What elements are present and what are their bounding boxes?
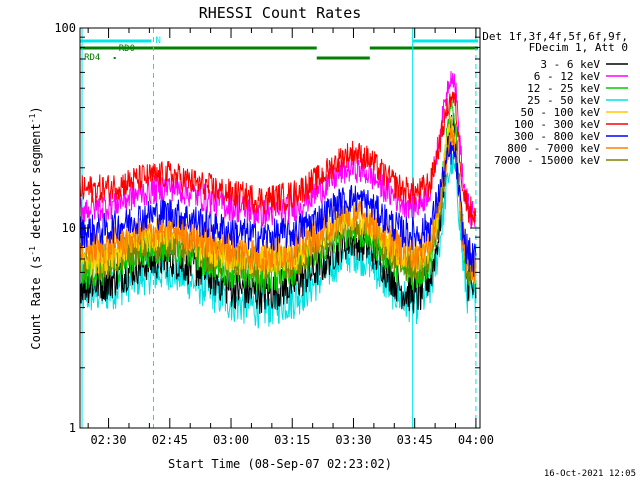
y-tick-label: 1 [69, 421, 76, 435]
y-tick-label: 100 [54, 21, 76, 35]
legend-label-3-6-kev: 3 - 6 keV [540, 58, 600, 71]
x-tick-label: 02:30 [91, 433, 127, 447]
legend-label-7000-15000-kev: 7000 - 15000 keV [494, 154, 600, 167]
x-axis: 02:30 02:45 03:00 03:15 03:30 03:45 04:00 [87, 28, 494, 447]
series-line-100-300-kev [79, 91, 477, 226]
series-line-300-800-kev [79, 142, 477, 277]
legend-label-100-300-kev: 100 - 300 keV [514, 118, 600, 131]
legend-header-line1: Det 1f,3f,4f,5f,6f,9f, [482, 30, 628, 43]
legend-header-line2: FDecim 1, Att 0 [529, 41, 628, 54]
x-tick-label: 03:45 [397, 433, 433, 447]
y-label-main: Count Rate (s [29, 256, 43, 350]
legend-label-12-25-kev: 12 - 25 keV [527, 82, 600, 95]
legend-label-25-50-kev: 25 - 50 keV [527, 94, 600, 107]
y-label-sup1: -1 [28, 246, 37, 256]
x-axis-label: Start Time (08-Sep-07 02:23:02) [168, 457, 392, 471]
y-tick-label: 10 [62, 221, 76, 235]
legend-label-6-12-kev: 6 - 12 keV [534, 70, 601, 83]
legend-label-50-100-kev: 50 - 100 keV [521, 106, 601, 119]
series-line-800-7000-kev [79, 128, 477, 283]
x-tick-label: 03:30 [335, 433, 371, 447]
y-label-sup2: -1 [28, 113, 37, 123]
flag-label-rd0: RD0 [119, 44, 135, 54]
legend: Det 1f,3f,4f,5f,6f,9f, FDecim 1, Att 0 3… [482, 30, 628, 167]
chart-title: RHESSI Count Rates [199, 4, 362, 22]
legend-label-300-800-kev: 300 - 800 keV [514, 130, 600, 143]
timestamp: 16-Oct-2021 12:05 [544, 469, 636, 479]
legend-label-800-7000-kev: 800 - 7000 keV [507, 142, 600, 155]
x-tick-label: 03:00 [213, 433, 249, 447]
x-tick-label: 03:15 [274, 433, 310, 447]
flag-dot-rd4 [113, 57, 116, 59]
series-layer [79, 71, 477, 329]
y-axis-label: Count Rate (s-1 detector segment-1) [28, 106, 43, 349]
flag-label-n: N [156, 36, 161, 46]
y-label-mid: detector segment [29, 123, 43, 246]
y-axis: 1 10 100 [54, 21, 480, 435]
flag-label-rd4: RD4 [84, 53, 100, 63]
x-tick-label: 02:45 [152, 433, 188, 447]
flags-layer: N RD0 RD4 [80, 36, 478, 63]
x-tick-label: 04:00 [458, 433, 494, 447]
y-label-end: ) [29, 106, 43, 113]
